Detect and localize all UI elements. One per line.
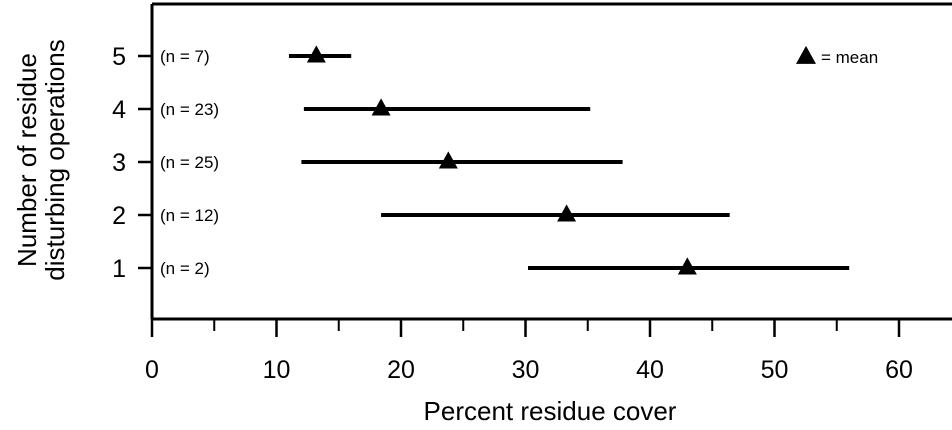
mean-marker xyxy=(677,257,697,275)
x-tick-label: 20 xyxy=(387,356,415,384)
x-tick-label: 50 xyxy=(761,356,789,384)
y-tick-label: 5 xyxy=(112,43,126,71)
y-tick-label: 3 xyxy=(112,149,126,177)
y-tick-label: 2 xyxy=(112,202,126,230)
y-axis-ticks: 1 2 3 4 5 xyxy=(112,43,152,283)
sample-size-label: (n = 2) xyxy=(160,259,210,278)
sample-size-label: (n = 12) xyxy=(160,206,219,225)
y-axis-title: Number of residue disturbing operations xyxy=(12,39,70,280)
y-axis-title-line-2: disturbing operations xyxy=(40,39,70,280)
x-axis-ticks: 0 10 20 30 40 50 60 xyxy=(145,319,913,384)
sample-size-label: (n = 23) xyxy=(160,100,219,119)
x-tick-label: 40 xyxy=(636,356,664,384)
mean-marker xyxy=(438,151,458,169)
mean-marker xyxy=(557,204,577,222)
x-axis-title: Percent residue cover xyxy=(424,396,677,426)
x-tick-label: 0 xyxy=(145,356,159,384)
x-tick-label: 30 xyxy=(512,356,540,384)
legend-triangle-icon xyxy=(796,45,816,64)
y-tick-label: 1 xyxy=(112,255,126,283)
y-axis-title-line-1: Number of residue xyxy=(12,53,42,267)
range-series: (n = 7) (n = 23) (n = 25) (n = 12) (n = 2) xyxy=(160,45,850,278)
legend-label: = mean xyxy=(821,48,878,67)
mean-marker xyxy=(371,98,391,116)
x-tick-label: 60 xyxy=(885,356,913,384)
sample-size-label: (n = 25) xyxy=(160,153,219,172)
mean-marker xyxy=(306,45,326,63)
legend: = mean xyxy=(796,45,878,67)
sample-size-label: (n = 7) xyxy=(160,47,210,66)
y-tick-label: 4 xyxy=(112,96,126,124)
x-tick-label: 10 xyxy=(263,356,291,384)
